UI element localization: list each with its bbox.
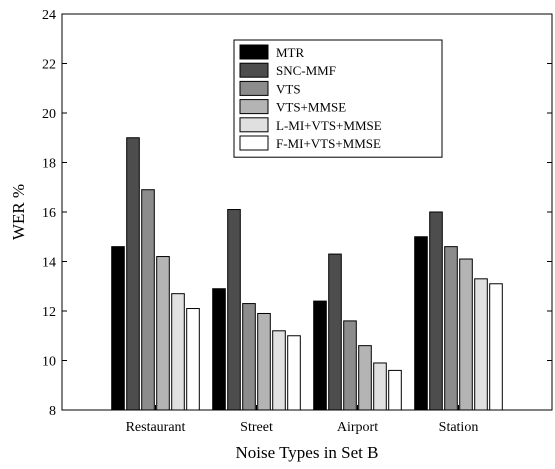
bar-l-mi-vts-mmse-restaurant — [171, 293, 185, 411]
bar-f-mi-vts-mmse-station — [489, 283, 503, 411]
bars-group — [111, 137, 503, 411]
x-axis-title: Noise Types in Set B — [236, 443, 379, 462]
y-axis-title: WER % — [9, 184, 28, 240]
legend-swatch — [239, 117, 269, 133]
bar-snc-mmf-airport — [328, 253, 342, 411]
y-tick-label: 14 — [42, 256, 56, 271]
bar-vts-street — [242, 303, 256, 411]
bar-f-mi-vts-mmse-street — [287, 335, 301, 411]
legend-box — [233, 39, 443, 158]
legend-swatch — [239, 44, 269, 60]
bar-mtr-airport — [313, 300, 327, 411]
bar-vts-mmse-restaurant — [156, 256, 170, 411]
bar-snc-mmf-station — [429, 211, 443, 411]
legend-label: F-MI+VTS+MMSE — [276, 136, 381, 151]
bar-vts-mmse-street — [257, 312, 271, 411]
bar-vts-station — [444, 246, 458, 411]
bar-vts-airport — [343, 320, 357, 411]
y-tick-label: 16 — [42, 206, 56, 221]
bar-vts-restaurant — [141, 189, 155, 411]
plot-frame — [61, 13, 553, 411]
bar-vts-mmse-airport — [358, 345, 372, 411]
legend-swatch — [239, 135, 269, 151]
y-tick-label: 20 — [42, 107, 56, 122]
y-axis-ticks: 8 10 12 14 16 18 20 22 24 — [42, 8, 552, 419]
legend-label: L-MI+VTS+MMSE — [276, 118, 382, 133]
legend-label: VTS+MMSE — [276, 100, 346, 115]
bar-mtr-street — [212, 288, 226, 411]
x-tick-label: Station — [439, 420, 479, 435]
bar-f-mi-vts-mmse-airport — [388, 369, 402, 411]
y-tick-label: 22 — [42, 58, 56, 73]
legend-swatch — [239, 99, 269, 115]
y-tick-label: 12 — [42, 305, 56, 320]
legend-swatch — [239, 80, 269, 96]
y-tick-label: 8 — [49, 404, 56, 419]
bar-mtr-station — [414, 236, 428, 411]
x-axis-ticks: Restaurant Street Airport Station — [126, 405, 479, 435]
legend-swatch — [239, 62, 269, 78]
bar-l-mi-vts-mmse-station — [474, 278, 488, 411]
bar-l-mi-vts-mmse-street — [272, 330, 286, 411]
bar-snc-mmf-street — [227, 209, 241, 411]
bar-f-mi-vts-mmse-restaurant — [186, 308, 200, 411]
x-tick-label: Restaurant — [126, 420, 186, 435]
bar-snc-mmf-restaurant — [126, 137, 140, 411]
x-tick-label: Street — [240, 420, 273, 435]
y-tick-label: 10 — [42, 355, 56, 370]
legend-label: VTS — [276, 81, 301, 96]
legend-label: SNC-MMF — [276, 63, 336, 78]
bar-mtr-restaurant — [111, 246, 125, 411]
legend-label: MTR — [276, 45, 305, 60]
y-tick-label: 24 — [42, 8, 56, 23]
bar-l-mi-vts-mmse-airport — [373, 362, 387, 411]
x-tick-label: Airport — [337, 420, 378, 435]
legend: MTR SNC-MMF VTS VTS+MMSE L-MI+VTS+MMSE F-MI+V… — [233, 39, 443, 158]
bar-vts-mmse-station — [459, 258, 473, 411]
y-tick-label: 18 — [42, 157, 56, 172]
